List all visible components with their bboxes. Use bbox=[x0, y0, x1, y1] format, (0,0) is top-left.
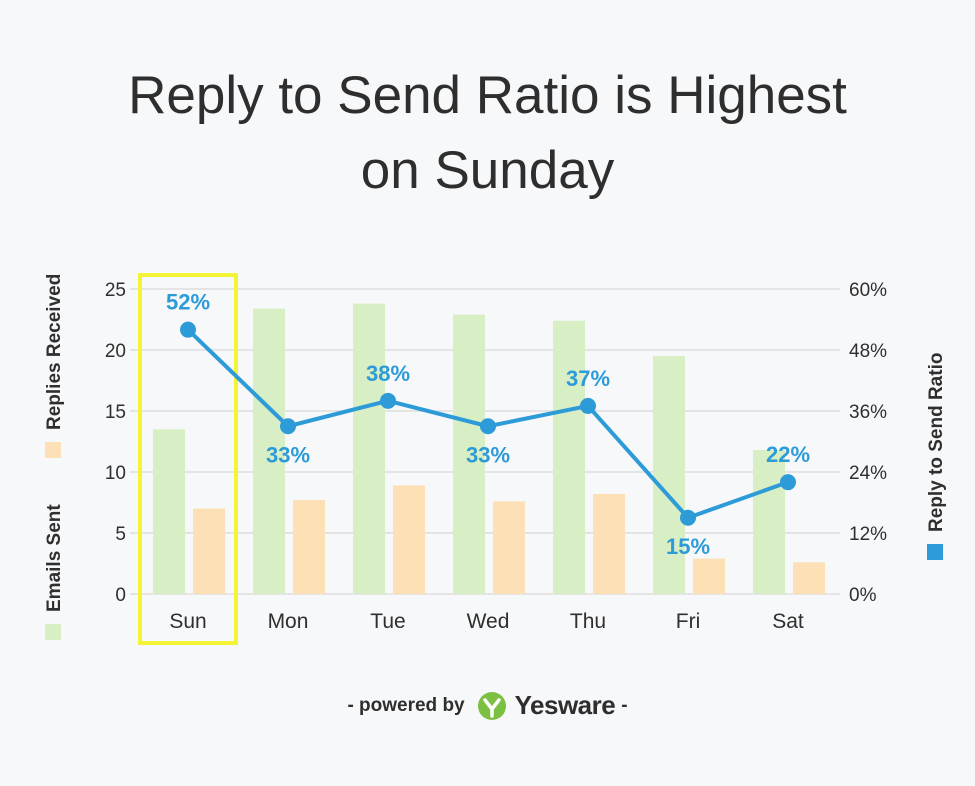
replies-received-bar bbox=[593, 493, 625, 594]
right-tick-label: 48% bbox=[849, 341, 887, 362]
right-tick-label: 36% bbox=[849, 402, 887, 423]
right-axis-legend: Reply to Send Ratio bbox=[926, 353, 947, 560]
chart-title-line-2: on Sunday bbox=[360, 141, 615, 200]
right-tick-label: 0% bbox=[849, 585, 877, 606]
ratio-data-label: 33% bbox=[266, 442, 310, 467]
ratio-data-label: 38% bbox=[366, 361, 410, 386]
right-tick-label: 60% bbox=[849, 280, 887, 301]
replies-received-legend-label: Replies Received bbox=[44, 274, 65, 430]
ratio-legend-label: Reply to Send Ratio bbox=[926, 353, 947, 532]
footer-brand: Yesware bbox=[514, 690, 616, 720]
bars-group bbox=[153, 303, 825, 594]
ratio-point bbox=[680, 509, 696, 526]
ratio-point bbox=[380, 392, 396, 409]
footer-prefix: - powered by bbox=[347, 694, 465, 716]
ticks-group: 0 0% 5 12% 10 24% 15 36% 20 48% 25 60% Sun Mon Tue Wed T… bbox=[105, 280, 887, 633]
emails-sent-bar bbox=[353, 303, 385, 594]
left-tick-label: 15 bbox=[105, 402, 126, 423]
chart-title: Reply to Send Ratio is Highest on Sunday bbox=[0, 58, 975, 208]
left-tick-label: 5 bbox=[115, 524, 126, 545]
category-label: Mon bbox=[268, 610, 309, 633]
reply-ratio-chart: 52% 33% 38% 33% 37% 15% 22% 0 0% 5 12% 10 24% 15 36% 2… bbox=[44, 273, 947, 645]
emails-sent-bar bbox=[553, 320, 585, 594]
chart-title-line-1: Reply to Send Ratio is Highest bbox=[128, 66, 847, 125]
footer: - powered by Yesware - bbox=[0, 690, 975, 721]
emails-sent-legend-label: Emails Sent bbox=[44, 504, 65, 612]
ratio-data-label: 22% bbox=[766, 442, 810, 467]
left-tick-label: 25 bbox=[105, 280, 126, 301]
replies-received-bar bbox=[193, 508, 225, 594]
right-tick-label: 12% bbox=[849, 524, 887, 545]
replies-received-bar bbox=[493, 501, 525, 594]
ratio-point bbox=[480, 418, 496, 435]
footer-suffix: - bbox=[621, 694, 628, 716]
yesware-logo-icon bbox=[477, 691, 506, 720]
category-label: Thu bbox=[570, 610, 606, 633]
category-label: Sat bbox=[772, 610, 804, 633]
right-tick-label: 24% bbox=[849, 463, 887, 484]
replies-received-bar bbox=[393, 485, 425, 594]
category-label: Tue bbox=[370, 610, 405, 633]
ratio-point bbox=[780, 474, 796, 491]
left-tick-label: 10 bbox=[105, 463, 126, 484]
highlight-box bbox=[138, 273, 238, 645]
replies-received-bar bbox=[293, 500, 325, 594]
emails-sent-swatch bbox=[45, 624, 61, 640]
highlight-group bbox=[138, 273, 238, 645]
axis-legends: Emails Sent Replies Received Reply to Send… bbox=[44, 274, 947, 640]
replies-received-bar bbox=[693, 558, 725, 594]
ratio-data-label: 37% bbox=[566, 366, 610, 391]
category-label: Sun bbox=[169, 610, 206, 633]
ratio-data-label: 15% bbox=[666, 534, 710, 559]
ratio-swatch bbox=[927, 544, 943, 560]
emails-sent-bar bbox=[753, 450, 785, 594]
ratio-point bbox=[180, 321, 196, 338]
emails-sent-bar bbox=[253, 308, 285, 594]
ratio-point bbox=[280, 418, 296, 435]
left-axis-legend: Emails Sent Replies Received bbox=[44, 274, 65, 640]
category-label: Fri bbox=[676, 610, 701, 633]
ratio-point bbox=[580, 397, 596, 414]
emails-sent-bar bbox=[153, 429, 185, 594]
left-tick-label: 20 bbox=[105, 341, 126, 362]
ratio-data-label: 33% bbox=[466, 442, 510, 467]
replies-received-bar bbox=[793, 562, 825, 594]
left-tick-label: 0 bbox=[115, 585, 126, 606]
category-label: Wed bbox=[467, 610, 510, 633]
replies-received-swatch bbox=[45, 442, 61, 458]
ratio-data-label: 52% bbox=[166, 290, 210, 315]
ratio-line-group: 52% 33% 38% 33% 37% 15% 22% bbox=[166, 290, 810, 559]
emails-sent-bar bbox=[653, 356, 685, 594]
emails-sent-bar bbox=[453, 314, 485, 594]
